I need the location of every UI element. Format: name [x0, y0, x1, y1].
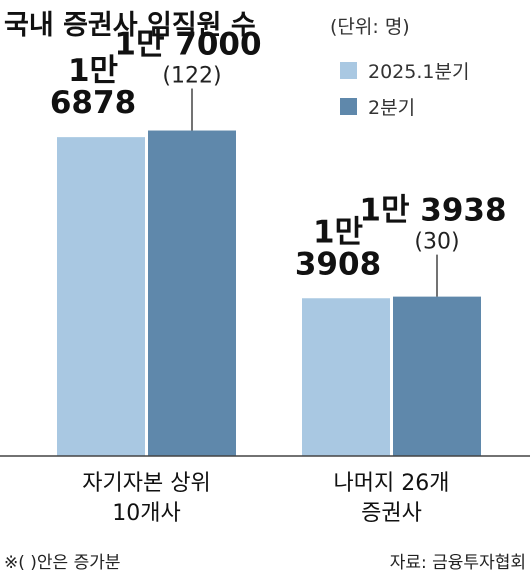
increase-label-cat2: (30): [414, 230, 459, 255]
data-label-series2-cat2: 1만 3938: [359, 193, 506, 229]
footnote: ※( )안은 증가분: [4, 553, 121, 573]
increase-label-cat1: (122): [162, 64, 221, 89]
bar-1-1: [57, 137, 145, 457]
chart-title: 국내 증권사 임직원 수: [4, 10, 256, 41]
source-note: 자료: 금융투자협회: [390, 553, 526, 573]
data-label-series1-cat1-line1: 1만: [68, 53, 118, 89]
data-label-series1-cat2-line2: 3908: [295, 246, 381, 282]
data-label-series2-cat1: 1만 7000: [114, 27, 261, 63]
legend-swatch-series1: [340, 62, 357, 79]
bar-1-2: [302, 298, 390, 456]
unit-label: (단위: 명): [330, 16, 410, 38]
legend-label-series2: 2분기: [368, 97, 415, 119]
data-label-series1-cat1-line2: 6878: [50, 85, 136, 121]
category-label-1-line2: 10개사: [112, 501, 180, 526]
legend-swatch-series2: [340, 98, 357, 115]
bar-2-1: [148, 130, 236, 456]
legend-label-series1: 2025.1분기: [368, 61, 469, 83]
data-label-series1-cat2-line1: 1만: [313, 214, 363, 250]
bar-2-2: [393, 296, 481, 456]
category-label-2-line2: 증권사: [361, 501, 422, 526]
category-label-1-line1: 자기자본 상위: [82, 471, 210, 496]
category-label-2-line1: 나머지 26개: [334, 471, 450, 496]
